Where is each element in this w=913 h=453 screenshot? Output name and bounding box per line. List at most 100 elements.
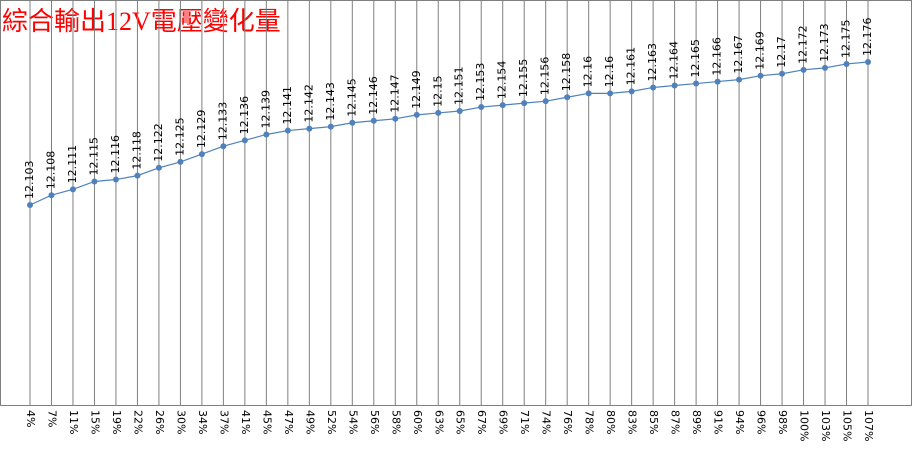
x-tick-label: 107% (862, 410, 875, 441)
data-label: 12.16 (582, 56, 595, 88)
data-point (628, 88, 635, 95)
data-label: 12.103 (23, 161, 36, 200)
x-tick-label: 67% (475, 410, 488, 434)
data-label: 12.163 (646, 43, 659, 82)
x-tick-label: 60% (411, 410, 424, 434)
data-point (220, 143, 227, 150)
data-label: 12.145 (345, 78, 358, 117)
x-tick-label: 65% (454, 410, 467, 434)
data-label: 12.139 (259, 90, 272, 129)
data-point (327, 123, 334, 130)
data-label: 12.176 (861, 18, 874, 57)
data-label: 12.116 (109, 135, 122, 174)
data-point (435, 109, 442, 116)
x-tick-label: 26% (153, 410, 166, 434)
data-point (607, 90, 614, 97)
data-point (69, 186, 76, 193)
data-label: 12.166 (711, 37, 724, 76)
data-label: 12.143 (324, 82, 337, 121)
data-label: 12.154 (496, 61, 509, 100)
data-label: 12.147 (388, 74, 401, 113)
data-point (392, 115, 399, 122)
x-tick-label: 105% (841, 410, 854, 441)
data-label: 12.15 (431, 75, 444, 107)
data-point (736, 76, 743, 83)
data-label: 12.175 (840, 19, 853, 58)
data-label: 12.153 (474, 63, 487, 102)
data-point (542, 98, 549, 105)
x-tick-label: 56% (368, 410, 381, 434)
x-tick-label: 89% (690, 410, 703, 434)
data-label: 12.172 (797, 25, 810, 64)
x-tick-label: 47% (282, 410, 295, 434)
x-tick-label: 98% (776, 410, 789, 434)
data-label: 12.111 (66, 145, 79, 184)
x-tick-label: 15% (88, 410, 101, 434)
data-label: 12.164 (668, 41, 681, 80)
data-point (693, 80, 700, 87)
data-label: 12.173 (818, 23, 831, 62)
plot-frame (0, 0, 912, 406)
data-label: 12.129 (195, 110, 208, 149)
x-tick-label: 37% (217, 410, 230, 434)
data-point (284, 127, 291, 134)
data-label: 12.141 (281, 86, 294, 125)
data-label: 12.156 (539, 57, 552, 96)
x-tick-label: 85% (647, 410, 660, 434)
data-label: 12.136 (238, 96, 251, 135)
x-tick-label: 49% (303, 410, 316, 434)
x-tick-label: 94% (733, 410, 746, 434)
series-line (29, 61, 869, 206)
data-point (413, 111, 420, 118)
x-tick-label: 74% (540, 410, 553, 434)
data-point (585, 90, 592, 97)
data-label: 12.161 (625, 47, 638, 86)
data-point (714, 78, 721, 85)
data-label: 12.115 (87, 137, 100, 176)
data-label: 12.108 (44, 151, 57, 190)
data-point (478, 104, 485, 111)
data-label: 12.133 (216, 102, 229, 141)
data-label: 12.125 (173, 117, 186, 156)
data-label: 12.151 (453, 66, 466, 105)
data-point (499, 102, 506, 109)
data-label: 12.17 (775, 36, 788, 68)
data-point (155, 164, 162, 171)
x-tick-label: 4% (24, 410, 37, 427)
data-label: 12.165 (689, 39, 702, 78)
x-tick-label: 11% (67, 410, 80, 434)
data-point (48, 192, 55, 199)
x-tick-label: 63% (432, 410, 445, 434)
x-tick-label: 71% (518, 410, 531, 434)
chart-title: 綜合輸出12V電壓變化量 (2, 7, 281, 36)
data-point (671, 82, 678, 89)
x-tick-label: 41% (239, 410, 252, 434)
x-tick-label: 45% (260, 410, 273, 434)
x-tick-label: 80% (604, 410, 617, 434)
x-tick-label: 78% (583, 410, 596, 434)
data-label: 12.155 (517, 59, 530, 98)
data-point (241, 137, 248, 144)
x-tick-label: 91% (712, 410, 725, 434)
x-tick-label: 100% (798, 410, 811, 441)
x-tick-label: 87% (669, 410, 682, 434)
data-label: 12.142 (302, 84, 315, 123)
data-point (306, 125, 313, 132)
x-tick-label: 7% (45, 410, 58, 427)
x-tick-label: 83% (626, 410, 639, 434)
data-point (134, 172, 141, 179)
data-point (800, 66, 807, 73)
data-label: 12.169 (754, 31, 767, 70)
data-label: 12.149 (410, 70, 423, 109)
data-point (349, 119, 356, 126)
data-point (27, 202, 33, 208)
x-tick-label: 54% (346, 410, 359, 434)
x-tick-label: 52% (325, 410, 338, 434)
data-point (564, 94, 571, 101)
x-tick-label: 34% (196, 410, 209, 434)
data-point (370, 117, 377, 124)
data-point (822, 64, 829, 71)
data-point (865, 59, 871, 65)
data-label: 12.118 (130, 131, 143, 170)
